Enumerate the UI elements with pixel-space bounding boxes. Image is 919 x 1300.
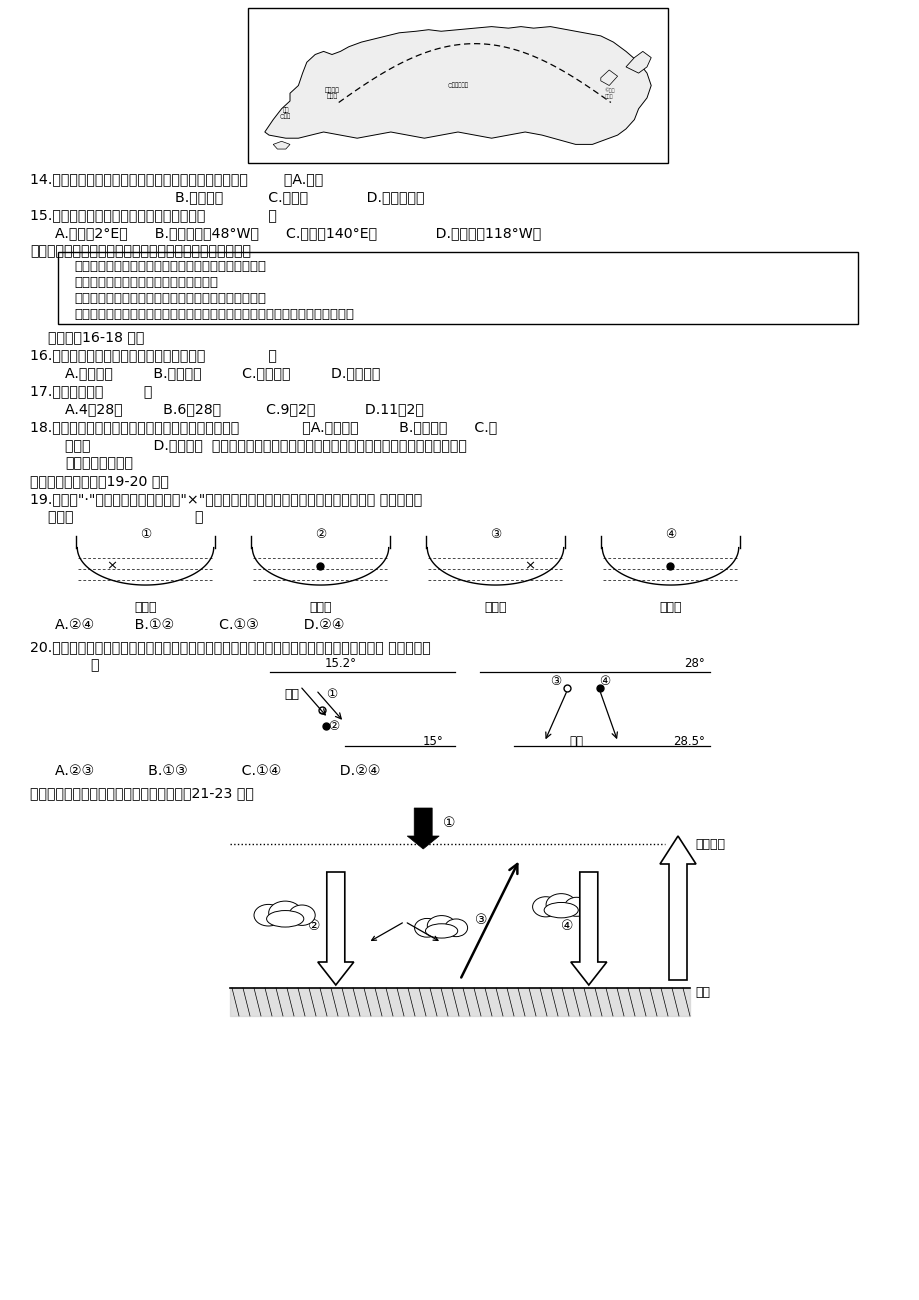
Text: B.圣彼得堡          C.莫斯科             D.叶卡捷琳堡: B.圣彼得堡 C.莫斯科 D.叶卡捷琳堡: [175, 190, 424, 204]
Polygon shape: [273, 142, 289, 150]
Text: 黑海
○索契: 黑海 ○索契: [280, 108, 291, 120]
Text: 北半球: 北半球: [309, 601, 332, 614]
Text: 据此完成16-18 题。: 据此完成16-18 题。: [48, 330, 144, 344]
Bar: [58, 252, 857, 324]
Text: 丙：又一次入秋失败了，这还是我四季分明的家乡吗？: 丙：又一次入秋失败了，这还是我四季分明的家乡吗？: [74, 292, 266, 306]
Text: 乙：冬季临近，金黄的落叶铺满了一地。: 乙：冬季临近，金黄的落叶铺满了一地。: [74, 276, 218, 289]
Text: ③: ③: [474, 913, 487, 927]
Polygon shape: [317, 872, 354, 985]
Text: 18.以上四人所在地此日昼长由长到短的排列顺序是（              ）A.甲乙丙丁         B.丁乙丙甲      C.丁: 18.以上四人所在地此日昼长由长到短的排列顺序是（ ）A.甲乙丙丁 B.丁乙丙甲…: [30, 420, 496, 434]
Ellipse shape: [532, 897, 559, 916]
Ellipse shape: [426, 915, 456, 936]
Text: ○叶卡捷琳堡: ○叶卡捷琳堡: [447, 83, 468, 88]
Polygon shape: [600, 70, 617, 86]
Text: 甲：温暖的海风夹着即将到来的夏天的味道扑面而来。: 甲：温暖的海风夹着即将到来的夏天的味道扑面而来。: [74, 260, 266, 273]
Polygon shape: [659, 836, 696, 980]
Polygon shape: [570, 872, 607, 985]
Text: ②: ②: [328, 719, 339, 732]
Ellipse shape: [425, 924, 458, 939]
Text: 28.5°: 28.5°: [673, 734, 704, 747]
Text: ①: ①: [326, 688, 337, 701]
Ellipse shape: [268, 901, 301, 924]
Text: 大气上界: 大气上界: [694, 837, 724, 850]
Text: 南半球: 南半球: [483, 601, 506, 614]
Ellipse shape: [546, 893, 575, 915]
Text: 19.下图中"·"表示河水自里向外流，"×"表示河水自外向里流。根据河床特征判断，符 合自然规律: 19.下图中"·"表示河水自里向外流，"×"表示河水自外向里流。根据河床特征判断…: [30, 491, 422, 506]
Text: 28°: 28°: [684, 656, 704, 670]
Text: ④: ④: [560, 919, 573, 933]
Text: ①: ①: [443, 816, 455, 829]
Text: ×: ×: [524, 559, 535, 572]
Text: 15.世界杯决赛正值当地正午前后的城市是（              ）: 15.世界杯决赛正值当地正午前后的城市是（ ）: [30, 208, 277, 222]
Text: 的是（                           ）: 的是（ ）: [48, 510, 203, 524]
Text: ①: ①: [140, 528, 151, 541]
Text: 某日，小明在互联网上看到世界各地好友当天发来的信息：: 某日，小明在互联网上看到世界各地好友当天发来的信息：: [30, 244, 251, 257]
Text: ×: ×: [106, 559, 117, 572]
Text: 河流: 河流: [284, 688, 300, 701]
Text: ）: ）: [90, 658, 98, 672]
Ellipse shape: [414, 918, 439, 937]
Ellipse shape: [289, 905, 315, 926]
Text: 16.以上四人所在地从北到南的排列顺序是（              ）: 16.以上四人所在地从北到南的排列顺序是（ ）: [30, 348, 277, 361]
Text: ②: ②: [307, 919, 320, 933]
Text: 丁：又是黑夜漫长的季节，向北望去，小城上空的极光如彩色惟幕般挂在夜空。: 丁：又是黑夜漫长的季节，向北望去，小城上空的极光如彩色惟幕般挂在夜空。: [74, 308, 354, 321]
Text: 15°: 15°: [422, 734, 443, 747]
Text: 受其影响。据此完成19-20 题。: 受其影响。据此完成19-20 题。: [30, 474, 169, 488]
Text: A.4月28日         B.6月28日          C.9月2日           D.11月2日: A.4月28日 B.6月28日 C.9月2日 D.11月2日: [65, 402, 424, 416]
Text: 14.决赛这一天，下列城市的正午太阳高度角最大的是（        ）A.索契: 14.决赛这一天，下列城市的正午太阳高度角最大的是（ ）A.索契: [30, 172, 323, 186]
Text: ④: ④: [664, 528, 675, 541]
Text: ③: ③: [550, 675, 561, 688]
Text: ②: ②: [314, 528, 325, 541]
Text: 北半球: 北半球: [134, 601, 156, 614]
Text: 丙甲乙              D.甲丙乙丁  沿地表水平运动的物体在地转偏向力的作用下运动方向发生了偏移，: 丙甲乙 D.甲丙乙丁 沿地表水平运动的物体在地转偏向力的作用下运动方向发生了偏移…: [65, 438, 466, 452]
Bar: [248, 8, 667, 162]
Text: 河流: 河流: [569, 734, 583, 747]
Text: 地面: 地面: [694, 987, 709, 1000]
Ellipse shape: [267, 910, 303, 927]
Text: 20.地转偏向力可以影响风向和水流的方向。两条河流下游各有一个小岛，最终小岛可能连接 的岸堤是（: 20.地转偏向力可以影响风向和水流的方向。两条河流下游各有一个小岛，最终小岛可能…: [30, 640, 430, 654]
Text: A.②③            B.①③            C.①④             D.②④: A.②③ B.①③ C.①④ D.②④: [55, 764, 380, 777]
Ellipse shape: [543, 902, 578, 918]
Text: 南半球: 南半球: [659, 601, 681, 614]
Ellipse shape: [564, 897, 588, 916]
Text: 15.2°: 15.2°: [324, 656, 356, 670]
Ellipse shape: [444, 919, 467, 936]
Text: A.②④         B.①②          C.①③          D.②④: A.②④ B.①② C.①③ D.②④: [55, 618, 344, 632]
Text: 圣彼得堡
莫斯科: 圣彼得堡 莫斯科: [324, 87, 339, 99]
Text: 下图为大气受热过程示意图，读图回答下列21-23 题。: 下图为大气受热过程示意图，读图回答下列21-23 题。: [30, 786, 254, 800]
Polygon shape: [625, 52, 651, 73]
Text: 使许多自然现象都: 使许多自然现象都: [65, 456, 133, 471]
Text: 17.当天可能是（         ）: 17.当天可能是（ ）: [30, 384, 153, 398]
Text: ③: ③: [489, 528, 501, 541]
Ellipse shape: [254, 905, 282, 926]
Text: ④: ④: [598, 675, 609, 688]
Text: A.巴黎（2°E）      B.巴西利亚（48°W）      C.东京（140°E）             D.洛杉矶（118°W）: A.巴黎（2°E） B.巴西利亚（48°W） C.东京（140°E） D.洛杉矶…: [55, 226, 540, 240]
Polygon shape: [407, 809, 438, 849]
Polygon shape: [265, 26, 651, 144]
Text: ©叶卡
捷琳堡: ©叶卡 捷琳堡: [603, 87, 614, 99]
Text: A.甲乙丙丁         B.丁乙丙甲         C.丁丙甲乙         D.甲丙乙丁: A.甲乙丙丁 B.丁乙丙甲 C.丁丙甲乙 D.甲丙乙丁: [65, 367, 380, 380]
